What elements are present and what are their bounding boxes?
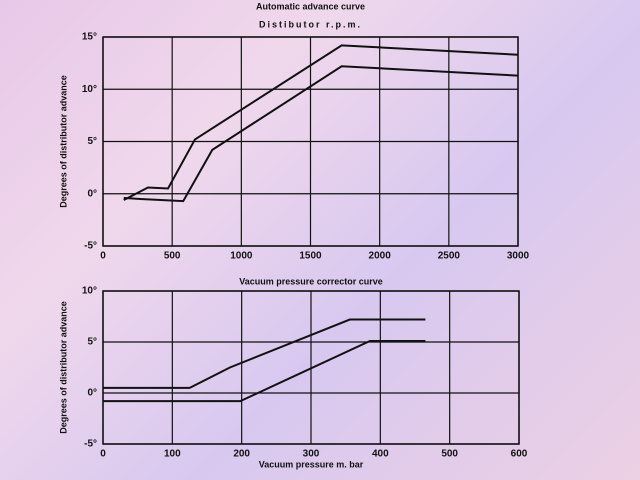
data-line: [123, 44, 519, 201]
data-line: [103, 339, 426, 403]
x-tick-label: 0: [100, 449, 106, 460]
y-tick-label: -5°: [84, 241, 97, 252]
x-tick-label: 3000: [507, 251, 530, 262]
data-line: [103, 318, 426, 389]
x-tick-label: 2000: [369, 251, 392, 262]
x-tick-label: 200: [233, 449, 250, 460]
y-tick-label: 5°: [87, 136, 97, 147]
chart-subtitle: Distibutor r.p.m.: [259, 19, 362, 29]
y-axis-label: Degrees of distributor advance: [58, 75, 68, 208]
y-tick-label: 15°: [82, 32, 97, 43]
x-tick-label: 600: [511, 449, 528, 460]
y-tick-label: 0°: [87, 388, 97, 399]
x-tick-label: 300: [303, 449, 320, 460]
y-tick-label: 10°: [82, 84, 97, 95]
chart-title: Automatic advance curve: [256, 1, 365, 11]
x-tick-label: 400: [372, 449, 389, 460]
y-tick-label: 5°: [87, 337, 97, 348]
y-axis-label: Degrees of distributor advance: [58, 301, 68, 434]
chart-title: Vacuum pressure corrector curve: [239, 276, 383, 286]
x-tick-label: 2500: [438, 251, 461, 262]
x-tick-label: 1000: [230, 251, 253, 262]
data-line: [123, 65, 519, 203]
y-tick-label: 10°: [82, 286, 97, 297]
x-tick-label: 0: [100, 251, 106, 262]
x-tick-label: 500: [164, 251, 181, 262]
x-axis-label: Vacuum pressure m. bar: [259, 459, 364, 469]
x-tick-label: 100: [164, 449, 181, 460]
x-tick-label: 500: [441, 449, 458, 460]
y-tick-label: -5°: [84, 439, 97, 450]
x-tick-label: 1500: [299, 251, 322, 262]
y-tick-label: 0°: [87, 188, 97, 199]
